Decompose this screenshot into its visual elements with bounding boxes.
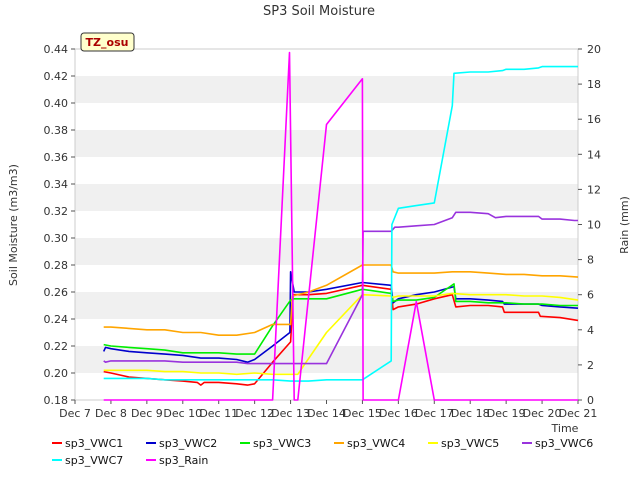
legend-label-sp3-rain: sp3_Rain: [159, 454, 208, 467]
y-tick-label: 0.22: [44, 340, 69, 353]
x-tick-label: Dec 12: [235, 407, 274, 420]
y-axis-right: 0 2 4 6 8 10 12 14 16 18 20: [578, 43, 601, 407]
y-axis-label: Soil Moisture (m3/m3): [7, 164, 20, 286]
y-tick-label: 0.42: [44, 70, 69, 83]
site-badge-text: TZ_osu: [86, 36, 129, 49]
grid-band: [75, 184, 578, 211]
y2-tick-label: 0: [587, 394, 594, 407]
x-axis-label: Time: [551, 422, 579, 435]
y2-tick-label: 4: [587, 324, 594, 337]
grid-band: [75, 130, 578, 157]
x-tick-label: Dec 15: [343, 407, 382, 420]
grid-band: [75, 265, 578, 292]
y2-tick-label: 18: [587, 78, 601, 91]
x-tick-label: Dec 16: [379, 407, 418, 420]
y2-tick-label: 6: [587, 289, 594, 302]
y-tick-label: 0.18: [44, 394, 69, 407]
series-lines: [102, 51, 579, 401]
grid-band: [75, 211, 578, 238]
site-badge: TZ_osu: [80, 32, 135, 52]
x-tick-label: Dec 9: [131, 407, 163, 420]
y-tick-label: 0.40: [44, 97, 69, 110]
x-tick-label: Dec 11: [199, 407, 238, 420]
legend-label-sp3-vwc4: sp3_VWC4: [347, 437, 405, 450]
x-tick-label: Dec 8: [95, 407, 127, 420]
y-tick-label: 0.36: [44, 151, 69, 164]
legend-label-sp3-vwc7: sp3_VWC7: [65, 454, 123, 467]
legend-label-sp3-vwc1: sp3_VWC1: [65, 437, 123, 450]
chart-title: SP3 Soil Moisture: [263, 4, 375, 19]
x-tick-label: Dec 21: [559, 407, 598, 420]
y2-tick-label: 20: [587, 43, 601, 56]
grid-band: [75, 238, 578, 265]
y-tick-label: 0.24: [44, 313, 69, 326]
grid-band: [75, 157, 578, 184]
series-line-sp3-vwc3: [103, 283, 578, 355]
y2-tick-label: 10: [587, 219, 601, 232]
y-tick-label: 0.34: [44, 178, 69, 191]
y2-axis-label: Rain (mm): [618, 196, 631, 254]
series-line-sp3-vwc7: [103, 65, 578, 382]
grid-band: [75, 49, 578, 76]
series-line-sp3-rain: [103, 51, 578, 401]
y-tick-label: 0.28: [44, 259, 69, 272]
y-tick-label: 0.44: [44, 43, 69, 56]
y-axis-left: 0.18 0.20 0.22 0.24 0.26 0.28 0.30 0.32 0.34 0.36…: [44, 43, 75, 407]
y2-tick-label: 2: [587, 359, 594, 372]
grid-band: [75, 346, 578, 373]
x-tick-label: Dec 18: [451, 407, 490, 420]
legend: sp3_VWC1 sp3_VWC2 sp3_VWC3 sp3_VWC4 sp3_VWC5…: [52, 437, 593, 467]
x-tick-label: Dec 17: [415, 407, 454, 420]
grid-band: [75, 76, 578, 103]
grid-bands: [75, 49, 578, 400]
y-tick-label: 0.32: [44, 205, 69, 218]
y2-tick-label: 14: [587, 148, 601, 161]
y-tick-label: 0.30: [44, 232, 69, 245]
x-tick-label: Dec 19: [487, 407, 526, 420]
legend-label-sp3-vwc5: sp3_VWC5: [441, 437, 499, 450]
legend-label-sp3-vwc2: sp3_VWC2: [159, 437, 217, 450]
grid-band: [75, 373, 578, 400]
x-tick-label: Dec 7: [59, 407, 91, 420]
x-tick-label: Dec 13: [271, 407, 310, 420]
x-tick-label: Dec 14: [307, 407, 346, 420]
x-tick-label: Dec 20: [523, 407, 562, 420]
site-badge-box: [80, 32, 135, 52]
series-line-sp3-vwc5: [103, 292, 579, 376]
y-tick-label: 0.26: [44, 286, 69, 299]
y2-tick-label: 8: [587, 254, 594, 267]
y-tick-label: 0.38: [44, 124, 69, 137]
grid-band: [75, 292, 578, 319]
series-line-sp3-vwc4: [103, 264, 579, 337]
series-line-sp3-vwc1: [103, 284, 579, 386]
y-tick-label: 0.20: [44, 367, 69, 380]
series-line-sp3-vwc6: [103, 211, 578, 365]
y2-tick-label: 12: [587, 183, 601, 196]
y2-tick-label: 16: [587, 113, 601, 126]
legend-label-sp3-vwc3: sp3_VWC3: [253, 437, 311, 450]
legend-label-sp3-vwc6: sp3_VWC6: [535, 437, 593, 450]
x-tick-label: Dec 10: [163, 407, 202, 420]
